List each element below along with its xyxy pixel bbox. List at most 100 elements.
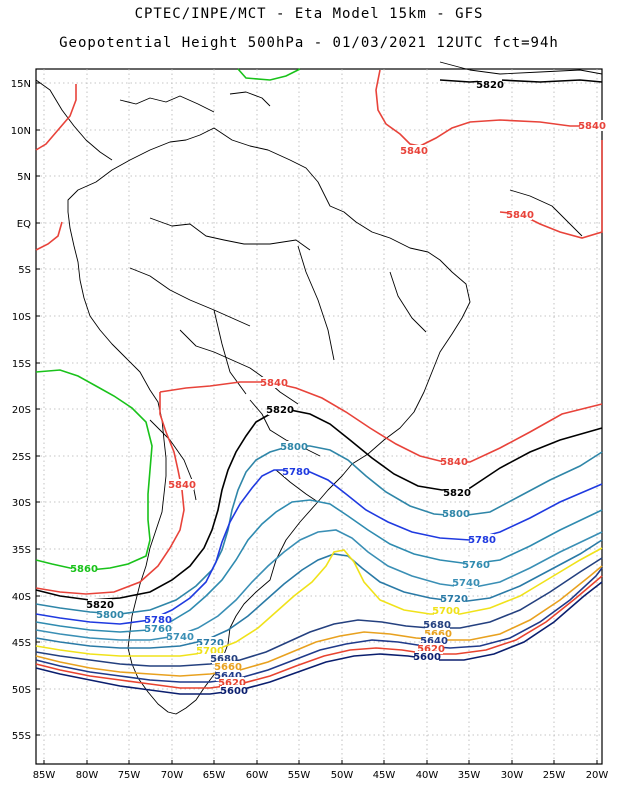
- contour-5720: [35, 539, 603, 649]
- contour-label: 5660: [424, 629, 452, 640]
- lon-tick-label: 60W: [246, 770, 269, 781]
- lat-tick-label: 5S: [18, 265, 31, 276]
- contour-label-bg: [415, 651, 439, 662]
- contour-5820: [439, 79, 603, 83]
- contour-label-bg: [220, 677, 244, 688]
- contour-label-bg: [98, 609, 122, 620]
- contour-label: 5840: [440, 457, 468, 468]
- contour-label-bg: [72, 563, 96, 574]
- contour-label-bg: [445, 487, 469, 498]
- contour-label: 5780: [468, 535, 496, 546]
- contour-label-bg: [454, 577, 478, 588]
- lat-tick-label: 15N: [11, 79, 31, 90]
- lon-tick-label: 30W: [501, 770, 524, 781]
- contour-label: 5680: [210, 654, 238, 665]
- contour-label-bg: [470, 534, 494, 545]
- map-frame: [35, 68, 603, 765]
- contour-label-bg: [212, 653, 236, 664]
- lon-tick-label: 70W: [161, 770, 184, 781]
- contour-5620: [35, 575, 603, 689]
- lon-tick-label: 55W: [288, 770, 311, 781]
- contour-5840: [35, 392, 185, 595]
- contour-label: 5800: [442, 509, 470, 520]
- contour-label: 5760: [144, 624, 172, 635]
- lon-tick-label: 50W: [331, 770, 354, 781]
- contour-label: 5620: [218, 678, 246, 689]
- lat-tick-label: 20S: [12, 405, 31, 416]
- contour-5800: [35, 445, 603, 615]
- contour-label-bg: [444, 508, 468, 519]
- contour-label-bg: [170, 479, 194, 490]
- contour-label-bg: [198, 637, 222, 648]
- lon-tick-label: 20W: [586, 770, 609, 781]
- contour-label: 5800: [280, 442, 308, 453]
- lat-tick-label: EQ: [17, 219, 31, 230]
- contour-label-bg: [168, 631, 192, 642]
- contour-label-bg: [434, 605, 458, 616]
- contour-label-bg: [442, 593, 466, 604]
- contour-label: 5820: [266, 405, 294, 416]
- contour-label-bg: [268, 404, 292, 415]
- contour-label: 5740: [166, 632, 194, 643]
- contour-5680: [35, 557, 603, 667]
- contour-5660: [35, 565, 603, 677]
- contour-label: 5840: [168, 480, 196, 491]
- contour-label: 5820: [476, 80, 504, 91]
- contour-5600: [35, 581, 603, 695]
- lon-tick-label: 35W: [458, 770, 481, 781]
- lat-tick-label: 50S: [12, 685, 31, 696]
- contour-label: 5700: [432, 606, 460, 617]
- map-subtitle: Geopotential Height 500hPa - 01/03/2021 …: [59, 35, 559, 51]
- contour-label-bg: [216, 661, 240, 672]
- lon-tick-label: 40W: [416, 770, 439, 781]
- map-title: CPTEC/INPE/MCT - Eta Model 15km - GFS: [134, 6, 484, 22]
- contour-label-bg: [464, 559, 488, 570]
- contour-label: 5720: [440, 594, 468, 605]
- contour-5840: [375, 69, 602, 147]
- contour-label-bg: [478, 79, 502, 90]
- lat-tick-label: 5N: [17, 172, 31, 183]
- lon-tick-label: 80W: [76, 770, 99, 781]
- contour-label-bg: [88, 599, 112, 610]
- contour-label: 5820: [443, 488, 471, 499]
- contour-5840: [159, 381, 603, 463]
- contour-label-bg: [216, 670, 240, 681]
- contour-label-bg: [146, 623, 170, 634]
- lat-tick-label: 30S: [12, 498, 31, 509]
- contour-label: 5840: [260, 378, 288, 389]
- contour-label: 5840: [400, 146, 428, 157]
- lat-tick-label: 10S: [12, 312, 31, 323]
- contour-label: 5600: [413, 652, 441, 663]
- lat-lon-grid: [36, 69, 602, 764]
- contour-label-bg: [419, 643, 443, 654]
- height-contours: [35, 68, 603, 695]
- contour-label-bg: [402, 145, 426, 156]
- lat-tick-label: 40S: [12, 592, 31, 603]
- contour-label: 5820: [86, 600, 114, 611]
- contour-label: 5840: [578, 121, 606, 132]
- contour-label-bg: [422, 635, 446, 646]
- contour-label-bg: [282, 441, 306, 452]
- contour-label-bg: [442, 456, 466, 467]
- contour-label: 5780: [144, 615, 172, 626]
- longitude-labels: 85W 80W 75W 70W 65W 60W 55W 50W 45W 40W 35W 30W 25W 2…: [33, 760, 609, 781]
- contour-label-bg: [425, 619, 449, 630]
- contour-labels: 5820 5840 5840 5840 5840 5820 5840 5800 5780 5840…: [70, 79, 606, 697]
- contour-label: 5620: [417, 644, 445, 655]
- contour-label-bg: [426, 628, 450, 639]
- contour-label: 5640: [420, 636, 448, 647]
- contour-5840: [35, 221, 63, 251]
- lon-tick-label: 65W: [203, 770, 226, 781]
- contour-label-bg: [198, 645, 222, 656]
- contour-label: 5720: [196, 638, 224, 649]
- contour-label: 5800: [96, 610, 124, 621]
- contour-5700: [35, 547, 603, 657]
- lon-tick-label: 45W: [373, 770, 396, 781]
- contour-label-bg: [284, 466, 308, 477]
- contour-label: 5860: [70, 564, 98, 575]
- contour-5860: [237, 68, 301, 81]
- lon-tick-label: 85W: [33, 770, 56, 781]
- contour-label: 5680: [423, 620, 451, 631]
- contour-label-bg: [146, 614, 170, 625]
